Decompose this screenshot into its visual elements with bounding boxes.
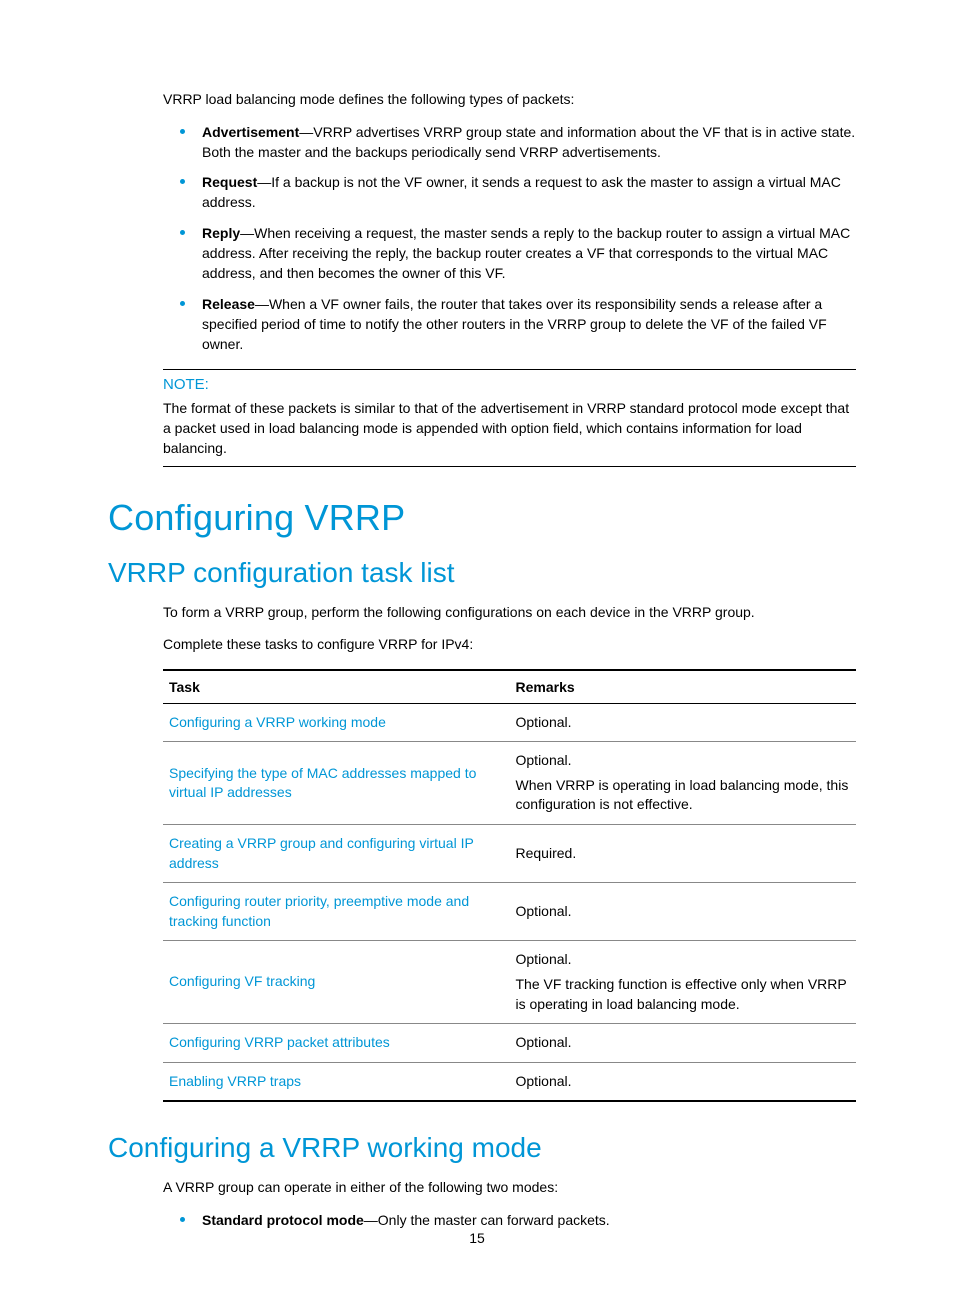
table-row: Enabling VRRP traps Optional. [163,1062,856,1101]
table-row: Configuring a VRRP working mode Optional… [163,703,856,742]
page: VRRP load balancing mode defines the fol… [0,0,954,1296]
list-item: Request—If a backup is not the VF owner,… [180,172,856,213]
task-link[interactable]: Specifying the type of MAC addresses map… [169,765,476,801]
desc: —If a backup is not the VF owner, it sen… [202,174,841,210]
task-link[interactable]: Configuring VRRP packet attributes [169,1034,390,1050]
page-number: 15 [0,1230,954,1246]
col-task: Task [163,670,510,704]
desc: —When a VF owner fails, the router that … [202,296,827,353]
heading-task-list: VRRP configuration task list [108,557,856,589]
table-header-row: Task Remarks [163,670,856,704]
table-row: Creating a VRRP group and configuring vi… [163,825,856,883]
list-item: Advertisement—VRRP advertises VRRP group… [180,122,856,163]
list-item: Standard protocol mode—Only the master c… [180,1210,856,1230]
remarks-cell: Optional. When VRRP is operating in load… [510,742,857,825]
col-remarks: Remarks [510,670,857,704]
packet-types-list: Advertisement—VRRP advertises VRRP group… [180,122,856,355]
remarks-cell: Optional. The VF tracking function is ef… [510,941,857,1024]
table-row: Specifying the type of MAC addresses map… [163,742,856,825]
note-text: The format of these packets is similar t… [163,398,856,459]
task-link[interactable]: Configuring router priority, preemptive … [169,893,469,929]
term: Advertisement [202,124,299,140]
remarks-cell: Required. [510,825,857,883]
remarks-cell: Optional. [510,1062,857,1101]
table-row: Configuring router priority, preemptive … [163,883,856,941]
list-item: Release—When a VF owner fails, the route… [180,294,856,355]
paragraph: A VRRP group can operate in either of th… [163,1178,856,1198]
term: Standard protocol mode [202,1212,364,1228]
desc: —When receiving a request, the master se… [202,225,850,282]
term: Reply [202,225,240,241]
desc: —VRRP advertises VRRP group state and in… [202,124,855,160]
paragraph: To form a VRRP group, perform the follow… [163,603,856,623]
list-item: Reply—When receiving a request, the mast… [180,223,856,284]
remark-line: The VF tracking function is effective on… [516,975,851,1014]
mode-list: Standard protocol mode—Only the master c… [180,1210,856,1230]
remark-line: When VRRP is operating in load balancing… [516,776,851,815]
term: Release [202,296,255,312]
heading-working-mode: Configuring a VRRP working mode [108,1132,856,1164]
note-label: NOTE: [163,376,856,393]
remarks-cell: Optional. [510,883,857,941]
note-box: NOTE: The format of these packets is sim… [163,369,856,468]
intro-text: VRRP load balancing mode defines the fol… [163,90,856,110]
term: Request [202,174,257,190]
desc: —Only the master can forward packets. [364,1212,610,1228]
table-row: Configuring VRRP packet attributes Optio… [163,1024,856,1063]
table-row: Configuring VF tracking Optional. The VF… [163,941,856,1024]
task-table: Task Remarks Configuring a VRRP working … [163,669,856,1103]
task-link[interactable]: Configuring a VRRP working mode [169,714,386,730]
task-link[interactable]: Creating a VRRP group and configuring vi… [169,835,474,871]
remarks-cell: Optional. [510,1024,857,1063]
task-link[interactable]: Enabling VRRP traps [169,1073,301,1089]
paragraph: Complete these tasks to configure VRRP f… [163,635,856,655]
remarks-cell: Optional. [510,703,857,742]
remark-line: Optional. [516,950,851,970]
remark-line: Optional. [516,751,851,771]
task-link[interactable]: Configuring VF tracking [169,973,315,989]
heading-configuring-vrrp: Configuring VRRP [108,497,856,539]
